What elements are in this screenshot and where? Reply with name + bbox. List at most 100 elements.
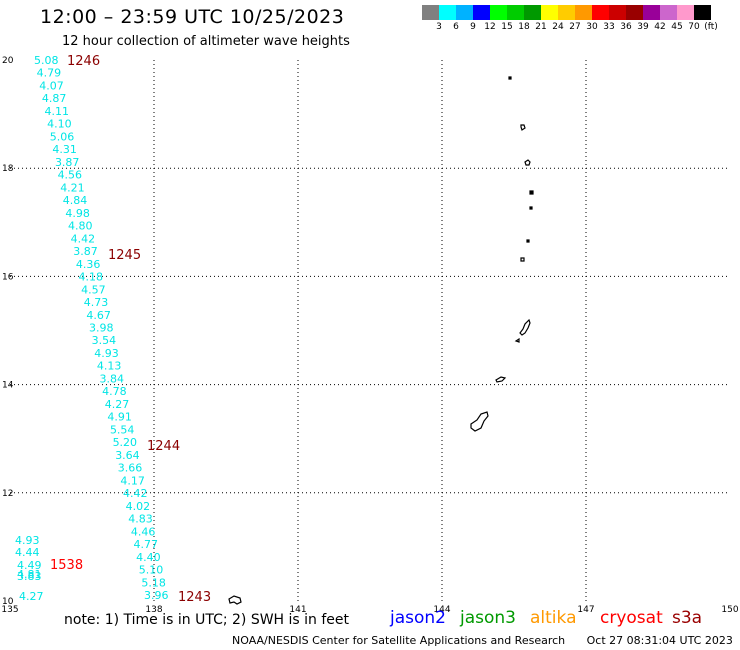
legend-swatch: [490, 5, 507, 20]
swh-value: 4.42: [123, 487, 148, 500]
swh-value: 4.81: [17, 568, 42, 581]
swh-value: 4.02: [126, 500, 150, 513]
swh-value: 5.08: [34, 54, 59, 67]
swh-value: 4.46: [131, 525, 156, 538]
swh-value: 3.83: [17, 570, 42, 583]
alamagan-island: [526, 239, 530, 243]
legend-swatch: [422, 5, 439, 20]
track-time-label: 1243: [178, 590, 211, 605]
legend-swatch: [626, 5, 643, 20]
track-time-label: 1538: [50, 558, 83, 573]
legend-swatch: [609, 5, 626, 20]
legend-label: 36: [620, 22, 632, 32]
swh-value: 4.93: [15, 534, 40, 547]
swh-value: 4.49: [17, 559, 42, 572]
track-time-label: 1246: [67, 54, 100, 69]
legend-swatch: [575, 5, 592, 20]
legend-swatch: [541, 5, 558, 20]
altimeter-tracks: 5.084.794.074.874.114.105.064.313.874.56…: [15, 54, 169, 603]
wave-height-legend-labels: 3 6 9 12 15 18 21 24 27 30 33 36 39 42 45 70 (ft): [422, 22, 740, 34]
credit-text: NOAA/NESDIS Center for Satellite Applica…: [232, 634, 566, 647]
swh-value: 3.87: [55, 156, 79, 169]
satellite-jason3-label: jason3: [460, 608, 516, 628]
swh-value: 3.87: [73, 245, 98, 258]
swh-value: 4.36: [76, 258, 101, 271]
legend-swatch: [439, 5, 456, 20]
legend-swatch: [643, 5, 660, 20]
legend-label: 27: [569, 22, 581, 32]
lon-tick-label: 141: [289, 605, 306, 615]
lat-tick-label: 12: [2, 489, 13, 499]
legend-label: 30: [586, 22, 598, 32]
legend-swatch: [694, 5, 711, 20]
guam-island: [470, 411, 489, 432]
track-time-label: 1245: [108, 248, 141, 263]
agrihan-island: [529, 190, 534, 195]
swh-value: 3.54: [92, 334, 117, 347]
swh-value: 4.07: [39, 79, 64, 92]
pagan-island: [529, 206, 533, 210]
legend-label: 18: [518, 22, 530, 32]
farallon-de-pajaros-island: [508, 76, 512, 80]
swh-value: 5.18: [141, 576, 166, 589]
legend-label: 6: [453, 22, 459, 32]
map-title: 12:00 – 23:59 UTC 10/25/2023: [40, 6, 345, 28]
swh-value: 4.31: [52, 143, 76, 156]
lon-tick-label: 135: [1, 605, 18, 615]
lat-tick-label: 16: [2, 272, 14, 282]
yap-island: [228, 595, 242, 605]
swh-value: 4.98: [65, 207, 90, 220]
legend-label: 45: [671, 22, 683, 32]
swh-value: 4.67: [86, 309, 111, 322]
maug-islands: [520, 124, 526, 131]
legend-label: 21: [535, 22, 547, 32]
legend-swatch: [592, 5, 609, 20]
legend-swatch: [473, 5, 490, 20]
swh-value: 4.13: [97, 360, 122, 373]
swh-value: 4.57: [81, 283, 106, 296]
swh-value: 4.44: [15, 546, 40, 559]
legend-label: 24: [552, 22, 564, 32]
swh-value: 5.10: [139, 564, 164, 577]
swh-value: 4.80: [68, 220, 93, 233]
legend-swatch: [456, 5, 473, 20]
legend-label: 42: [654, 22, 666, 32]
swh-value: 4.79: [37, 67, 62, 80]
satellite-cryosat-label: cryosat: [600, 608, 663, 628]
lat-tick-label: 14: [2, 381, 14, 391]
asuncion-island: [524, 159, 531, 166]
legend-swatch: [524, 5, 541, 20]
swh-value: 4.77: [134, 538, 159, 551]
legend-swatch: [660, 5, 677, 20]
swh-value: 4.40: [136, 551, 161, 564]
swh-value: 3.84: [99, 372, 124, 385]
footer-note: note: 1) Time is in UTC; 2) SWH is in fe…: [64, 612, 350, 628]
swh-value: 5.06: [50, 130, 75, 143]
swh-value: 4.27: [105, 398, 130, 411]
lon-tick-label: 144: [433, 605, 450, 615]
map-subtitle: 12 hour collection of altimeter wave hei…: [62, 34, 350, 49]
legend-label: 9: [470, 22, 476, 32]
wave-height-color-legend: [422, 5, 711, 21]
swh-value: 4.78: [102, 385, 127, 398]
legend-label: (ft): [704, 22, 718, 32]
swh-value: 4.42: [71, 232, 96, 245]
map-frame: [10, 60, 730, 601]
satellite-jason2-label: jason2: [390, 608, 446, 628]
legend-label: 70: [688, 22, 700, 32]
rota-island: [495, 376, 507, 383]
swh-value: 3.66: [118, 462, 143, 475]
legend-label: 12: [484, 22, 496, 32]
legend-swatch: [558, 5, 575, 20]
track-time-label: 1244: [147, 439, 180, 454]
legend-label: 3: [436, 22, 442, 32]
swh-value: 3.64: [115, 449, 140, 462]
saipan-tinian-islands: [514, 318, 531, 343]
swh-value: 4.27: [19, 590, 44, 603]
legend-swatch: [677, 5, 694, 20]
guguan-island: [520, 257, 525, 262]
swh-value: 3.96: [144, 589, 169, 602]
swh-value: 4.17: [120, 474, 145, 487]
timestamp-text: Oct 27 08:31:04 UTC 2023: [586, 634, 733, 647]
